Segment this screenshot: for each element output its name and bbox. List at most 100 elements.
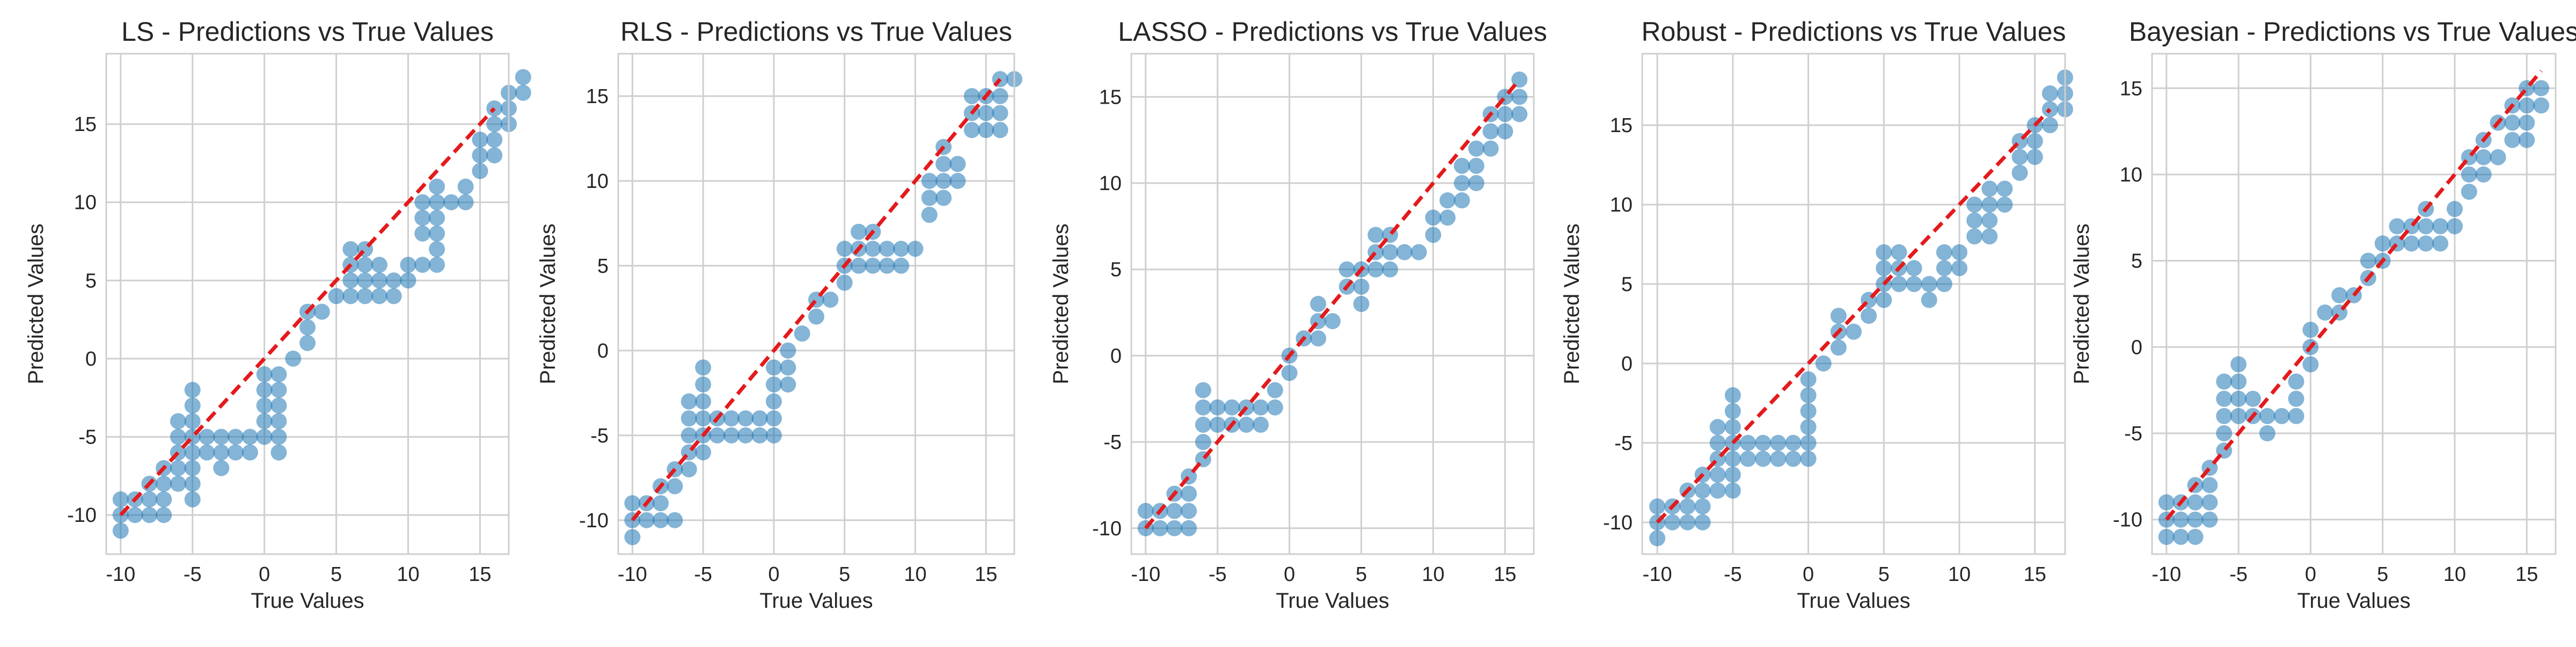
y-tick-label: -5 bbox=[2124, 423, 2142, 445]
data-point bbox=[1396, 244, 1413, 260]
data-point bbox=[1367, 227, 1384, 243]
data-point bbox=[1936, 276, 1952, 293]
data-point bbox=[1679, 514, 1696, 530]
data-point bbox=[184, 491, 201, 508]
data-point bbox=[836, 274, 853, 291]
axes-frame bbox=[2151, 53, 2557, 555]
data-point bbox=[1181, 485, 1197, 502]
data-point bbox=[1981, 228, 1998, 245]
data-point bbox=[1800, 387, 1817, 404]
data-point bbox=[1800, 450, 1817, 467]
data-point bbox=[1195, 434, 1211, 450]
y-tick-label: 5 bbox=[85, 270, 97, 292]
data-point bbox=[141, 491, 158, 508]
data-point bbox=[1353, 278, 1370, 295]
y-tick-label: 5 bbox=[1110, 259, 1122, 281]
data-point bbox=[1152, 520, 1168, 536]
data-point bbox=[213, 460, 230, 476]
data-point bbox=[737, 410, 754, 427]
data-point bbox=[256, 366, 273, 383]
data-point bbox=[2418, 235, 2434, 252]
data-point bbox=[1425, 209, 1441, 226]
chart-title: LASSO - Predictions vs True Values bbox=[1118, 17, 1547, 47]
x-tick-label: 0 bbox=[1803, 563, 1814, 586]
data-point bbox=[709, 427, 726, 444]
data-point bbox=[1468, 175, 1484, 192]
data-point bbox=[638, 512, 655, 528]
data-point bbox=[921, 207, 938, 223]
axes-frame bbox=[105, 53, 510, 555]
data-point bbox=[228, 428, 244, 445]
y-axis-label: Predicted Values bbox=[24, 223, 48, 384]
data-point bbox=[2418, 218, 2434, 235]
data-point bbox=[963, 122, 980, 139]
y-axis-label: Predicted Values bbox=[536, 223, 560, 384]
y-tick-label: 0 bbox=[597, 340, 609, 362]
data-point bbox=[313, 303, 330, 320]
y-tick-label: -10 bbox=[67, 504, 97, 527]
data-point bbox=[270, 413, 287, 430]
data-point bbox=[1310, 296, 1327, 312]
data-point bbox=[1195, 399, 1211, 416]
data-point bbox=[1830, 339, 1847, 356]
data-point bbox=[751, 410, 768, 427]
chart-title: Robust - Predictions vs True Values bbox=[1641, 17, 2066, 47]
data-point bbox=[184, 397, 201, 414]
chart-panel-3: -10 -5 0 5 10 15 -10 -5 0 5 10 15 LASSO - Prediction… bbox=[1049, 17, 1547, 613]
data-point bbox=[653, 512, 669, 528]
data-point bbox=[2360, 252, 2376, 269]
data-point bbox=[1966, 212, 1983, 229]
data-point bbox=[414, 194, 431, 210]
data-point bbox=[270, 428, 287, 445]
x-tick-label: -10 bbox=[1643, 563, 1672, 586]
data-point bbox=[949, 172, 966, 189]
data-point bbox=[1740, 434, 1756, 451]
data-point bbox=[371, 288, 387, 304]
data-point bbox=[2201, 494, 2218, 511]
data-point bbox=[865, 257, 881, 274]
data-point bbox=[1454, 192, 1470, 209]
data-point bbox=[1709, 434, 1726, 451]
data-point bbox=[1770, 434, 1787, 451]
data-point bbox=[270, 366, 287, 383]
x-tick-label: 15 bbox=[1494, 563, 1516, 586]
y-tick-label: 10 bbox=[1099, 172, 1122, 195]
data-point bbox=[2026, 149, 2043, 165]
data-point bbox=[385, 288, 402, 304]
data-point bbox=[2533, 80, 2550, 97]
data-point bbox=[680, 427, 697, 444]
data-point bbox=[1724, 403, 1741, 419]
data-point bbox=[1951, 244, 1967, 260]
data-point bbox=[935, 172, 952, 189]
data-point bbox=[472, 163, 488, 179]
x-tick-label: -10 bbox=[1131, 563, 1160, 586]
x-tick-label: -10 bbox=[618, 563, 647, 586]
data-point bbox=[1724, 387, 1741, 404]
data-point bbox=[2288, 408, 2304, 424]
data-point bbox=[400, 257, 416, 273]
data-point bbox=[653, 495, 669, 512]
data-point bbox=[2259, 408, 2275, 424]
data-point bbox=[1921, 276, 1937, 293]
data-point bbox=[1649, 530, 1666, 547]
data-point bbox=[486, 147, 503, 164]
data-point bbox=[241, 428, 258, 445]
data-point bbox=[1454, 175, 1470, 192]
data-point bbox=[1468, 140, 1484, 157]
x-tick-label: 0 bbox=[768, 563, 779, 586]
data-point bbox=[2447, 201, 2463, 217]
data-point bbox=[695, 376, 712, 393]
data-point bbox=[1511, 89, 1528, 105]
y-tick-label: -10 bbox=[579, 510, 609, 532]
data-point bbox=[695, 393, 712, 410]
axes-frame bbox=[1130, 53, 1535, 555]
data-point bbox=[472, 147, 488, 164]
data-point bbox=[2158, 528, 2175, 545]
data-point bbox=[2230, 373, 2247, 390]
x-tick-label: 0 bbox=[2305, 563, 2316, 586]
data-point bbox=[2519, 132, 2535, 148]
data-point bbox=[2172, 511, 2189, 528]
data-point bbox=[371, 272, 387, 289]
data-point bbox=[184, 382, 201, 398]
data-point bbox=[680, 461, 697, 478]
